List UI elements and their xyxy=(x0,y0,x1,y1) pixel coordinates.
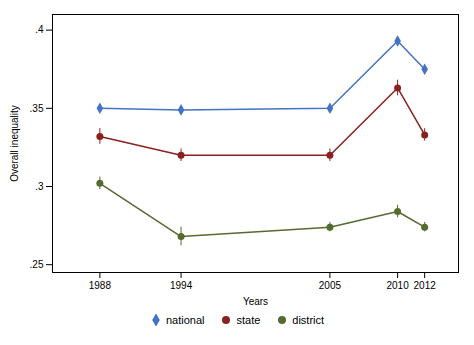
svg-text:1988: 1988 xyxy=(89,280,112,291)
svg-text:.3: .3 xyxy=(35,181,44,192)
svg-text:2010: 2010 xyxy=(386,280,409,291)
svg-text:1994: 1994 xyxy=(170,280,193,291)
html-text:state: state xyxy=(236,314,261,326)
svg-text:.4: .4 xyxy=(35,24,44,35)
html-text:district: district xyxy=(292,314,325,326)
svg-text:.25: .25 xyxy=(30,259,44,270)
svg-text:Years: Years xyxy=(243,296,268,307)
svg-text:Overall inequality: Overall inequality xyxy=(9,105,20,182)
svg-text:2005: 2005 xyxy=(319,280,342,291)
svg-text:2012: 2012 xyxy=(414,280,437,291)
html-text:national: national xyxy=(165,314,205,326)
svg-text:.35: .35 xyxy=(30,103,44,114)
